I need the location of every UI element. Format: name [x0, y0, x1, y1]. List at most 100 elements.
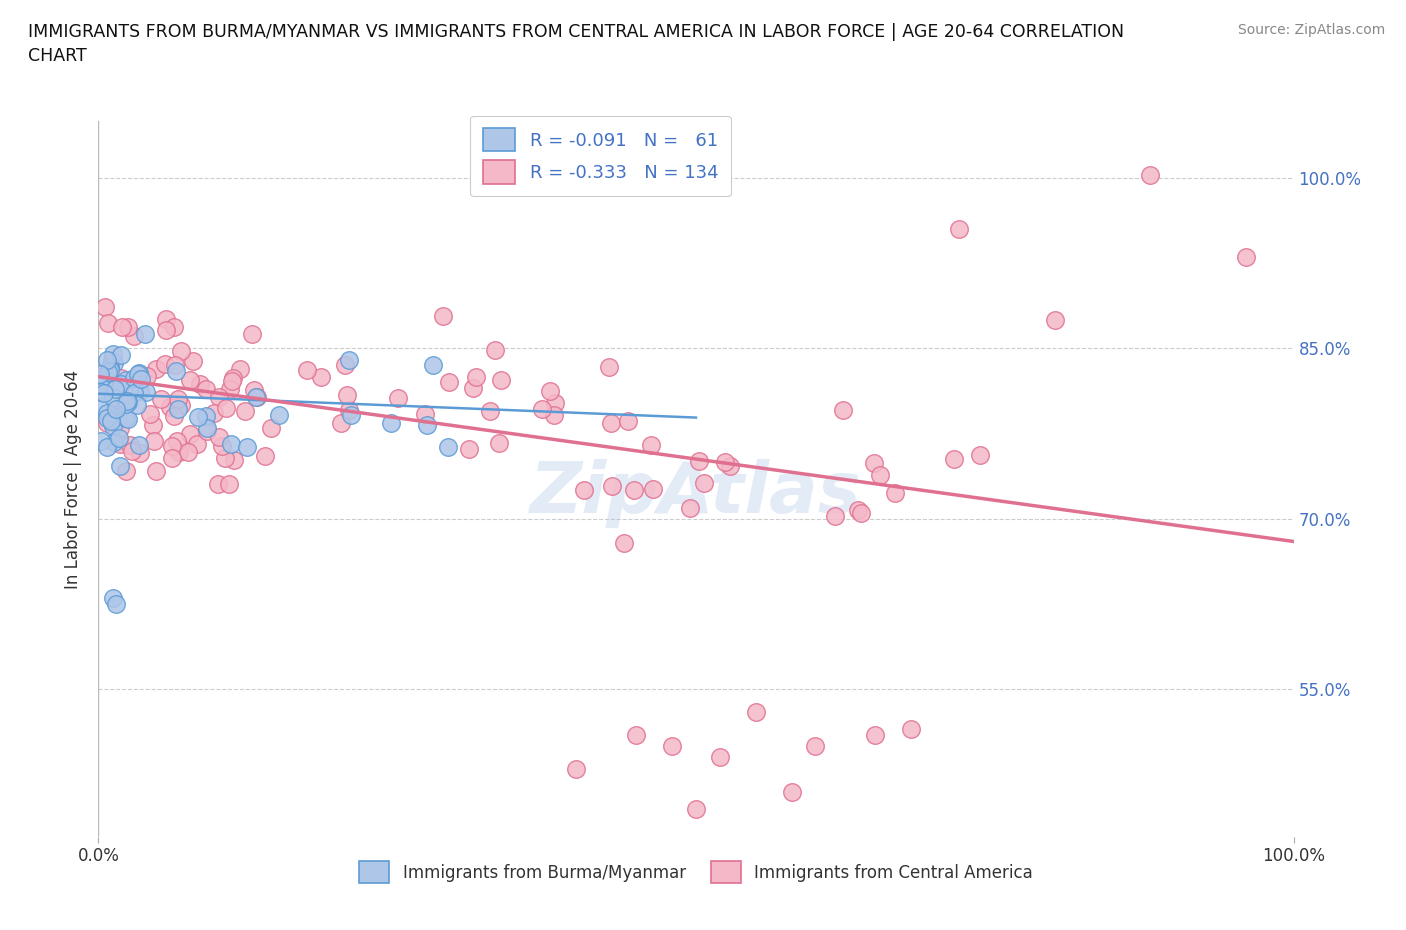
Immigrants from Burma/Myanmar: [108, 431, 131, 445]
Immigrants from Central America: [121, 444, 143, 458]
Immigrants from Central America: [948, 221, 970, 236]
Immigrants from Central America: [461, 380, 484, 395]
Immigrants from Central America: [162, 451, 184, 466]
Immigrants from Burma/Myanmar: [167, 401, 190, 416]
Immigrants from Burma/Myanmar: [129, 383, 152, 398]
Immigrants from Burma/Myanmar: [416, 418, 439, 432]
Immigrants from Central America: [242, 382, 264, 397]
Immigrants from Central America: [108, 420, 131, 435]
Immigrants from Central America: [124, 328, 146, 343]
Immigrants from Burma/Myanmar: [89, 367, 111, 382]
Immigrants from Central America: [101, 352, 124, 367]
Immigrants from Burma/Myanmar: [96, 405, 118, 420]
Immigrants from Burma/Myanmar: [101, 408, 124, 423]
Immigrants from Central America: [229, 362, 252, 377]
Immigrants from Central America: [679, 500, 702, 515]
Immigrants from Central America: [235, 404, 257, 418]
Immigrants from Burma/Myanmar: [125, 397, 148, 412]
Immigrants from Central America: [163, 408, 186, 423]
Immigrants from Central America: [478, 403, 501, 418]
Immigrants from Central America: [641, 482, 664, 497]
Immigrants from Burma/Myanmar: [195, 408, 218, 423]
Immigrants from Central America: [544, 395, 567, 410]
Immigrants from Central America: [336, 388, 359, 403]
Immigrants from Burma/Myanmar: [104, 401, 127, 416]
Immigrants from Central America: [413, 406, 436, 421]
Immigrants from Central America: [186, 437, 208, 452]
Text: IMMIGRANTS FROM BURMA/MYANMAR VS IMMIGRANTS FROM CENTRAL AMERICA IN LABOR FORCE : IMMIGRANTS FROM BURMA/MYANMAR VS IMMIGRA…: [28, 23, 1125, 65]
Immigrants from Central America: [170, 343, 193, 358]
Immigrants from Central America: [222, 371, 245, 386]
Immigrants from Burma/Myanmar: [128, 437, 150, 452]
Immigrants from Central America: [163, 319, 186, 334]
Immigrants from Burma/Myanmar: [100, 414, 122, 429]
Immigrants from Burma/Myanmar: [128, 365, 150, 380]
Immigrants from Burma/Myanmar: [96, 352, 118, 367]
Immigrants from Central America: [832, 403, 855, 418]
Immigrants from Central America: [115, 464, 138, 479]
Immigrants from Central America: [884, 485, 907, 500]
Immigrants from Burma/Myanmar: [236, 440, 259, 455]
Immigrants from Central America: [97, 316, 120, 331]
Immigrants from Burma/Myanmar: [101, 418, 124, 433]
Immigrants from Central America: [114, 392, 136, 407]
Immigrants from Central America: [1139, 168, 1161, 183]
Immigrants from Central America: [246, 390, 269, 405]
Immigrants from Burma/Myanmar: [90, 384, 112, 399]
Immigrants from Burma/Myanmar: [93, 386, 115, 401]
Immigrants from Central America: [208, 390, 231, 405]
Immigrants from Central America: [943, 452, 966, 467]
Immigrants from Central America: [195, 424, 218, 439]
Immigrants from Burma/Myanmar: [105, 596, 128, 611]
Immigrants from Central America: [626, 727, 648, 742]
Immigrants from Central America: [640, 437, 662, 452]
Immigrants from Burma/Myanmar: [269, 407, 291, 422]
Immigrants from Central America: [188, 377, 211, 392]
Immigrants from Central America: [211, 439, 233, 454]
Immigrants from Central America: [177, 445, 200, 459]
Text: ZipAtlas: ZipAtlas: [530, 458, 862, 527]
Immigrants from Burma/Myanmar: [97, 365, 120, 379]
Immigrants from Central America: [602, 478, 624, 493]
Immigrants from Central America: [780, 784, 803, 799]
Immigrants from Central America: [693, 475, 716, 490]
Immigrants from Central America: [215, 401, 238, 416]
Immigrants from Central America: [167, 445, 190, 459]
Immigrants from Burma/Myanmar: [114, 397, 136, 412]
Immigrants from Central America: [488, 435, 510, 450]
Immigrants from Central America: [224, 452, 246, 467]
Immigrants from Central America: [118, 437, 141, 452]
Immigrants from Burma/Myanmar: [436, 440, 458, 455]
Immigrants from Burma/Myanmar: [101, 591, 124, 605]
Immigrants from Central America: [862, 456, 884, 471]
Immigrants from Central America: [207, 477, 229, 492]
Immigrants from Central America: [616, 414, 638, 429]
Immigrants from Burma/Myanmar: [117, 411, 139, 426]
Immigrants from Central America: [600, 416, 623, 431]
Immigrants from Burma/Myanmar: [380, 416, 402, 431]
Immigrants from Burma/Myanmar: [98, 362, 121, 377]
Immigrants from Burma/Myanmar: [339, 352, 361, 367]
Immigrants from Central America: [179, 427, 201, 442]
Immigrants from Central America: [214, 451, 236, 466]
Text: Source: ZipAtlas.com: Source: ZipAtlas.com: [1237, 23, 1385, 37]
Immigrants from Burma/Myanmar: [101, 390, 124, 405]
Immigrants from Central America: [432, 308, 454, 323]
Immigrants from Central America: [538, 384, 561, 399]
Immigrants from Central America: [309, 369, 332, 384]
Immigrants from Burma/Myanmar: [114, 373, 136, 388]
Immigrants from Central America: [221, 373, 243, 388]
Immigrants from Central America: [613, 536, 636, 551]
Immigrants from Central America: [165, 358, 187, 373]
Immigrants from Burma/Myanmar: [117, 393, 139, 408]
Immigrants from Central America: [153, 356, 176, 371]
Immigrants from Central America: [1234, 250, 1257, 265]
Immigrants from Burma/Myanmar: [339, 407, 361, 422]
Immigrants from Burma/Myanmar: [122, 385, 145, 400]
Immigrants from Central America: [900, 722, 922, 737]
Immigrants from Central America: [155, 312, 177, 326]
Immigrants from Central America: [969, 447, 991, 462]
Immigrants from Central America: [1043, 312, 1066, 327]
Immigrants from Central America: [240, 326, 263, 341]
Immigrants from Central America: [565, 762, 588, 777]
